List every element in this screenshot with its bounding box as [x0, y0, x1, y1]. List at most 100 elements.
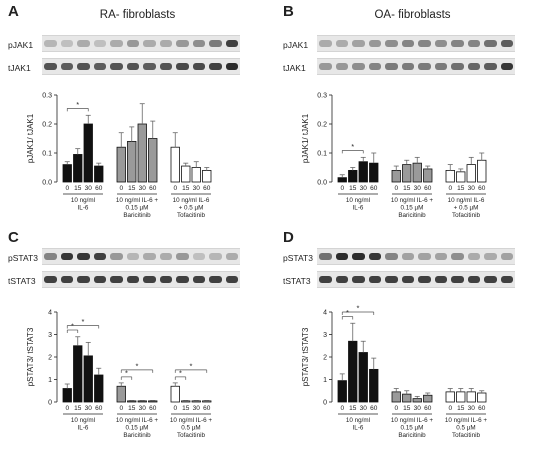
x-tick-label: 30	[414, 185, 422, 192]
x-tick-label: 60	[370, 185, 378, 192]
bar	[466, 164, 476, 183]
bar	[337, 177, 347, 183]
bar	[358, 161, 368, 183]
y-tick-label: 3	[323, 332, 327, 339]
bar	[369, 162, 379, 183]
x-tick-label: 15	[403, 405, 411, 412]
blot-band	[44, 63, 57, 70]
group-label: 10 ng/ml	[71, 197, 95, 204]
blot-band	[225, 63, 238, 70]
blot-band	[401, 40, 414, 47]
blot-band	[484, 40, 497, 47]
blot-band	[77, 253, 90, 260]
x-tick-label: 60	[370, 405, 378, 412]
western-blot	[317, 58, 515, 75]
group-label: 10 ng/ml IL-6 +	[445, 417, 488, 424]
group-label: + 0.5 µM	[179, 205, 204, 212]
x-tick-label: 0	[340, 185, 344, 192]
blot-band	[368, 40, 381, 47]
panel-d: D pSTAT3 tSTAT3 0 1 2 3 4 pSTAT3/ tSTAT3 0 15 30…	[275, 226, 550, 452]
panel-b: B OA- fibroblasts pJAK1 tJAK1 0.0 0.1 0.2 0…	[275, 0, 550, 226]
bar	[466, 391, 476, 403]
group-label: IL-6	[353, 425, 364, 432]
x-tick-label: 0	[448, 185, 452, 192]
blot-label: tJAK1	[283, 63, 306, 73]
x-tick-label: 15	[74, 185, 82, 192]
significance-star: *	[136, 361, 139, 370]
blot-band	[176, 40, 189, 47]
blot-band	[467, 276, 480, 283]
blot-band	[176, 63, 189, 70]
x-tick-label: 30	[85, 405, 93, 412]
x-tick-label: 30	[85, 185, 93, 192]
x-tick-label: 60	[478, 185, 486, 192]
blot-band	[500, 253, 513, 260]
x-tick-label: 15	[403, 185, 411, 192]
group-label: Baricitinib	[398, 432, 426, 439]
bar	[445, 169, 455, 183]
blot-band	[484, 276, 497, 283]
blot-band	[93, 253, 106, 260]
group-label: 0.15 µM	[126, 205, 149, 212]
significance-star: *	[190, 361, 193, 370]
bar	[62, 388, 72, 403]
x-tick-label: 15	[349, 405, 357, 412]
y-tick-label: 0.2	[42, 122, 52, 129]
x-tick-label: 60	[149, 185, 157, 192]
blot-band	[44, 276, 57, 283]
group-label: 0.15 µM	[126, 425, 149, 432]
y-tick-label: 2	[323, 355, 327, 362]
blot-band	[319, 276, 332, 283]
blot-band	[385, 63, 398, 70]
blot-label: pSTAT3	[283, 253, 313, 263]
blot-band	[467, 253, 480, 260]
blot-band	[500, 276, 513, 283]
blot-band	[418, 63, 431, 70]
blot-band	[418, 276, 431, 283]
bar	[127, 400, 137, 403]
group-label: 10 ng/ml IL-6 +	[391, 417, 434, 424]
group-label: Tofacitinib	[452, 212, 480, 219]
blot-band	[418, 40, 431, 47]
significance-star: *	[346, 308, 349, 317]
x-tick-label: 15	[182, 185, 190, 192]
blot-band	[401, 63, 414, 70]
x-tick-label: 30	[139, 185, 147, 192]
blot-band	[484, 253, 497, 260]
x-tick-label: 0	[394, 185, 398, 192]
y-axis-label: pSTAT3/ tSTAT3	[301, 327, 310, 386]
group-label: IL-6	[78, 205, 89, 212]
y-tick-label: 0.3	[317, 93, 327, 100]
western-blot	[317, 248, 515, 265]
y-tick-label: 0.1	[42, 151, 52, 158]
bar	[412, 162, 422, 183]
x-tick-label: 60	[95, 185, 103, 192]
bar	[94, 374, 104, 403]
y-tick-label: 0.2	[317, 122, 327, 129]
significance-star: *	[82, 317, 85, 326]
group-label: Tofacitinib	[177, 212, 205, 219]
x-tick-label: 15	[349, 185, 357, 192]
blot-band	[93, 276, 106, 283]
x-tick-label: 15	[128, 405, 136, 412]
x-tick-label: 0	[119, 405, 123, 412]
bar	[456, 171, 466, 183]
group-label: Tofacitinib	[452, 432, 480, 439]
bar	[191, 400, 201, 403]
x-tick-label: 0	[173, 405, 177, 412]
panel-a: A RA- fibroblasts pJAK1 tJAK1 0.0 0.1 0.2 0…	[0, 0, 275, 226]
blot-band	[110, 63, 123, 70]
panel-c: C pSTAT3 tSTAT3 0 1 2 3 4 pSTAT3/ tSTAT3 0 15 30…	[0, 226, 275, 452]
blot-band	[126, 63, 139, 70]
blot-band	[192, 276, 205, 283]
bar	[148, 400, 158, 403]
bar	[391, 391, 401, 403]
blot-band	[500, 40, 513, 47]
blot-band	[143, 63, 156, 70]
blot-band	[451, 253, 464, 260]
y-tick-label: 2	[48, 355, 52, 362]
western-blot	[42, 248, 240, 265]
panel-letter: A	[8, 3, 19, 20]
bar	[181, 400, 191, 403]
